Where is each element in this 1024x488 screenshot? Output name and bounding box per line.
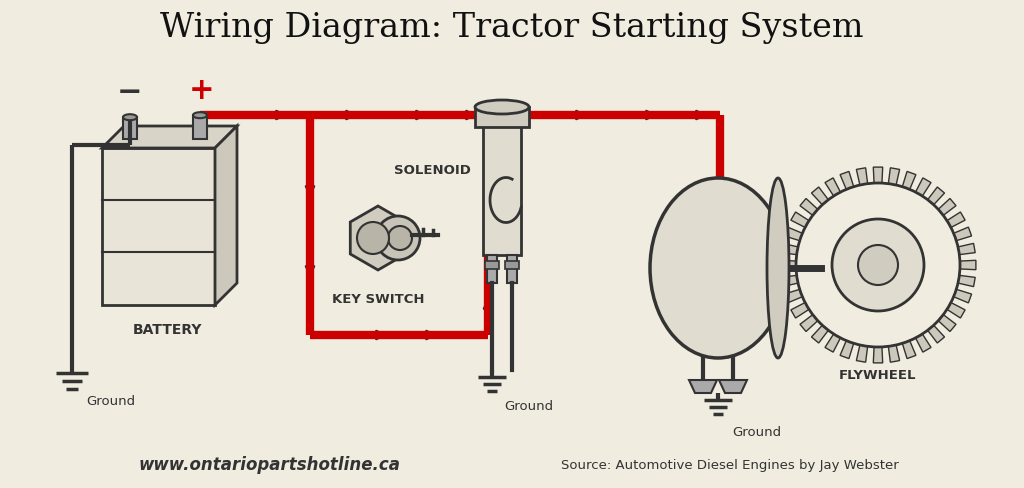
Bar [483,125,521,255]
Text: www.ontariopartshotline.ca: www.ontariopartshotline.ca [139,456,401,474]
Polygon shape [811,187,828,205]
Ellipse shape [767,178,790,358]
Bar [507,255,517,283]
Polygon shape [840,341,854,359]
Text: SOLENOID: SOLENOID [394,163,471,177]
Bar [475,107,529,127]
Ellipse shape [123,114,137,120]
Polygon shape [889,168,900,185]
Circle shape [831,219,924,311]
Polygon shape [840,171,854,189]
Polygon shape [856,345,867,362]
Bar [487,255,497,283]
Circle shape [858,245,898,285]
Polygon shape [102,148,215,305]
Polygon shape [800,199,818,215]
Text: Ground: Ground [732,426,781,439]
Polygon shape [953,289,972,303]
Polygon shape [915,334,931,352]
Polygon shape [102,126,237,148]
Polygon shape [959,260,976,270]
Bar [485,261,499,269]
Polygon shape [800,315,818,331]
Bar [505,261,519,269]
Polygon shape [938,199,956,215]
Polygon shape [958,275,975,286]
Polygon shape [889,345,900,362]
Polygon shape [938,315,956,331]
Text: BATTERY: BATTERY [133,323,203,337]
Circle shape [388,226,412,250]
Ellipse shape [475,100,529,114]
Polygon shape [873,347,883,363]
Polygon shape [791,212,809,227]
Polygon shape [689,380,717,393]
Ellipse shape [193,112,207,118]
Polygon shape [784,227,803,241]
Polygon shape [784,289,803,303]
Polygon shape [902,171,915,189]
Polygon shape [856,168,867,185]
Polygon shape [791,303,809,318]
Polygon shape [811,325,828,343]
Text: −: − [118,78,142,107]
Text: KEY SWITCH: KEY SWITCH [332,293,424,306]
Polygon shape [902,341,915,359]
Text: Ground: Ground [86,395,135,408]
Text: Ground: Ground [504,400,553,413]
Circle shape [357,222,389,254]
Polygon shape [825,178,841,196]
Polygon shape [780,260,796,270]
Bar [193,115,207,139]
Ellipse shape [650,178,786,358]
Polygon shape [350,206,406,270]
Polygon shape [953,227,972,241]
Polygon shape [958,244,975,255]
Text: STARTER
MOTOR: STARTER MOTOR [683,252,753,284]
Text: Wiring Diagram: Tractor Starting System: Wiring Diagram: Tractor Starting System [160,12,864,44]
Polygon shape [780,275,798,286]
Text: FLYWHEEL: FLYWHEEL [840,369,916,382]
Text: +: + [189,76,215,105]
Polygon shape [947,212,966,227]
Text: Source: Automotive Diesel Engines by Jay Webster: Source: Automotive Diesel Engines by Jay… [561,459,899,471]
Polygon shape [915,178,931,196]
Circle shape [376,216,420,260]
Polygon shape [947,303,966,318]
Polygon shape [928,187,944,205]
Polygon shape [719,380,746,393]
Bar [123,117,137,139]
Polygon shape [780,244,798,255]
Polygon shape [873,167,883,183]
Polygon shape [215,126,237,305]
Polygon shape [928,325,944,343]
Polygon shape [825,334,841,352]
